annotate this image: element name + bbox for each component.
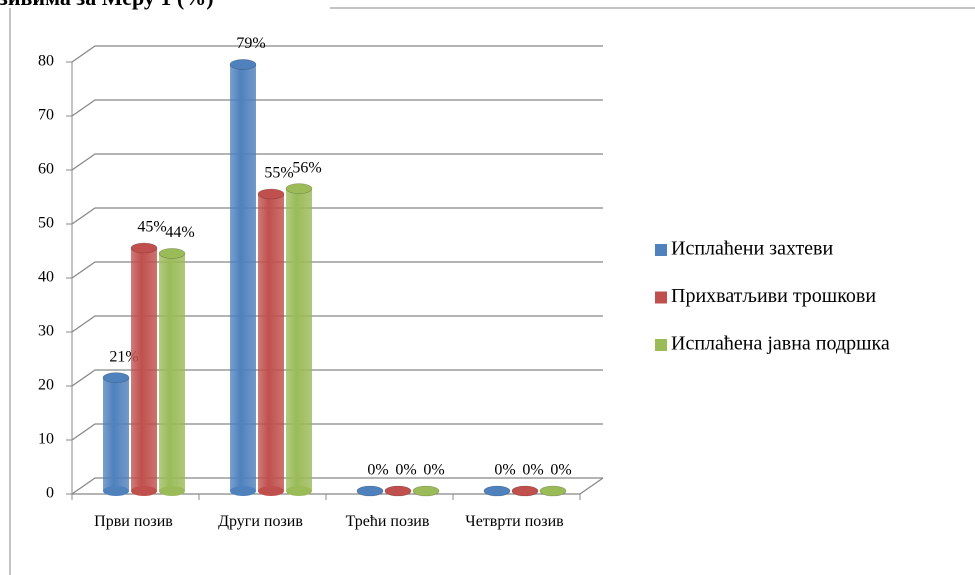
bar — [103, 377, 129, 491]
grid-line — [71, 315, 603, 333]
bar-top — [158, 248, 186, 259]
y-tick-label: 0 — [46, 485, 54, 502]
y-tick-label: 30 — [38, 323, 54, 340]
value-label: 0% — [423, 462, 444, 479]
legend-label: Исплаћена јавна подршка — [671, 333, 890, 355]
bar-top — [130, 242, 158, 254]
legend-swatch — [655, 339, 667, 351]
bar — [230, 64, 256, 492]
legend-swatch — [655, 244, 667, 256]
bar — [131, 248, 157, 491]
bar-top — [285, 183, 313, 194]
value-label: 0% — [522, 462, 543, 479]
legend-label: Исплаћени захтеви — [671, 238, 834, 260]
bar-top — [412, 485, 440, 497]
bar-top — [229, 59, 257, 70]
grid-line — [71, 369, 603, 387]
x-tick-label: Четврти позив — [465, 513, 564, 530]
x-tick-label: Први позив — [94, 513, 173, 530]
bar-top — [257, 188, 285, 200]
value-label: 44% — [165, 224, 194, 241]
bar-top — [539, 485, 567, 497]
bar — [159, 253, 185, 491]
value-label: 45% — [137, 219, 166, 236]
bar — [258, 194, 284, 491]
value-label: 56% — [292, 159, 321, 176]
y-tick-label: 70 — [38, 107, 54, 124]
x-tick-label: Трећи позив — [345, 513, 430, 530]
y-tick-label: 50 — [38, 215, 54, 232]
y-tick-label: 80 — [38, 53, 54, 70]
grid-line — [71, 423, 603, 441]
bar-top — [102, 372, 130, 383]
y-tick-label: 40 — [38, 269, 54, 286]
chart-title: озивима за Меру 1 (%) — [0, 0, 214, 10]
value-label: 0% — [550, 462, 571, 479]
y-tick-label: 60 — [38, 161, 54, 178]
value-label: 0% — [367, 462, 388, 479]
bar-top — [483, 485, 511, 497]
bar-top — [384, 485, 412, 497]
grid-line — [71, 45, 603, 63]
value-label: 0% — [494, 462, 515, 479]
value-label: 0% — [395, 462, 416, 479]
value-label: 79% — [236, 35, 265, 52]
legend-swatch — [655, 291, 667, 304]
grid-line — [71, 153, 603, 171]
x-tick-label: Други позив — [218, 513, 303, 530]
value-label: 55% — [264, 165, 293, 182]
bar-top — [356, 485, 384, 497]
y-tick-label: 10 — [38, 431, 54, 448]
bar-top — [511, 485, 539, 497]
grid-line — [71, 477, 603, 495]
bar — [286, 188, 312, 491]
legend-label: Прихватљиви трошкови — [671, 285, 876, 307]
grid-line — [71, 207, 603, 225]
y-tick-label: 20 — [38, 377, 54, 394]
grid-line — [71, 261, 603, 279]
grid-line — [71, 99, 603, 117]
